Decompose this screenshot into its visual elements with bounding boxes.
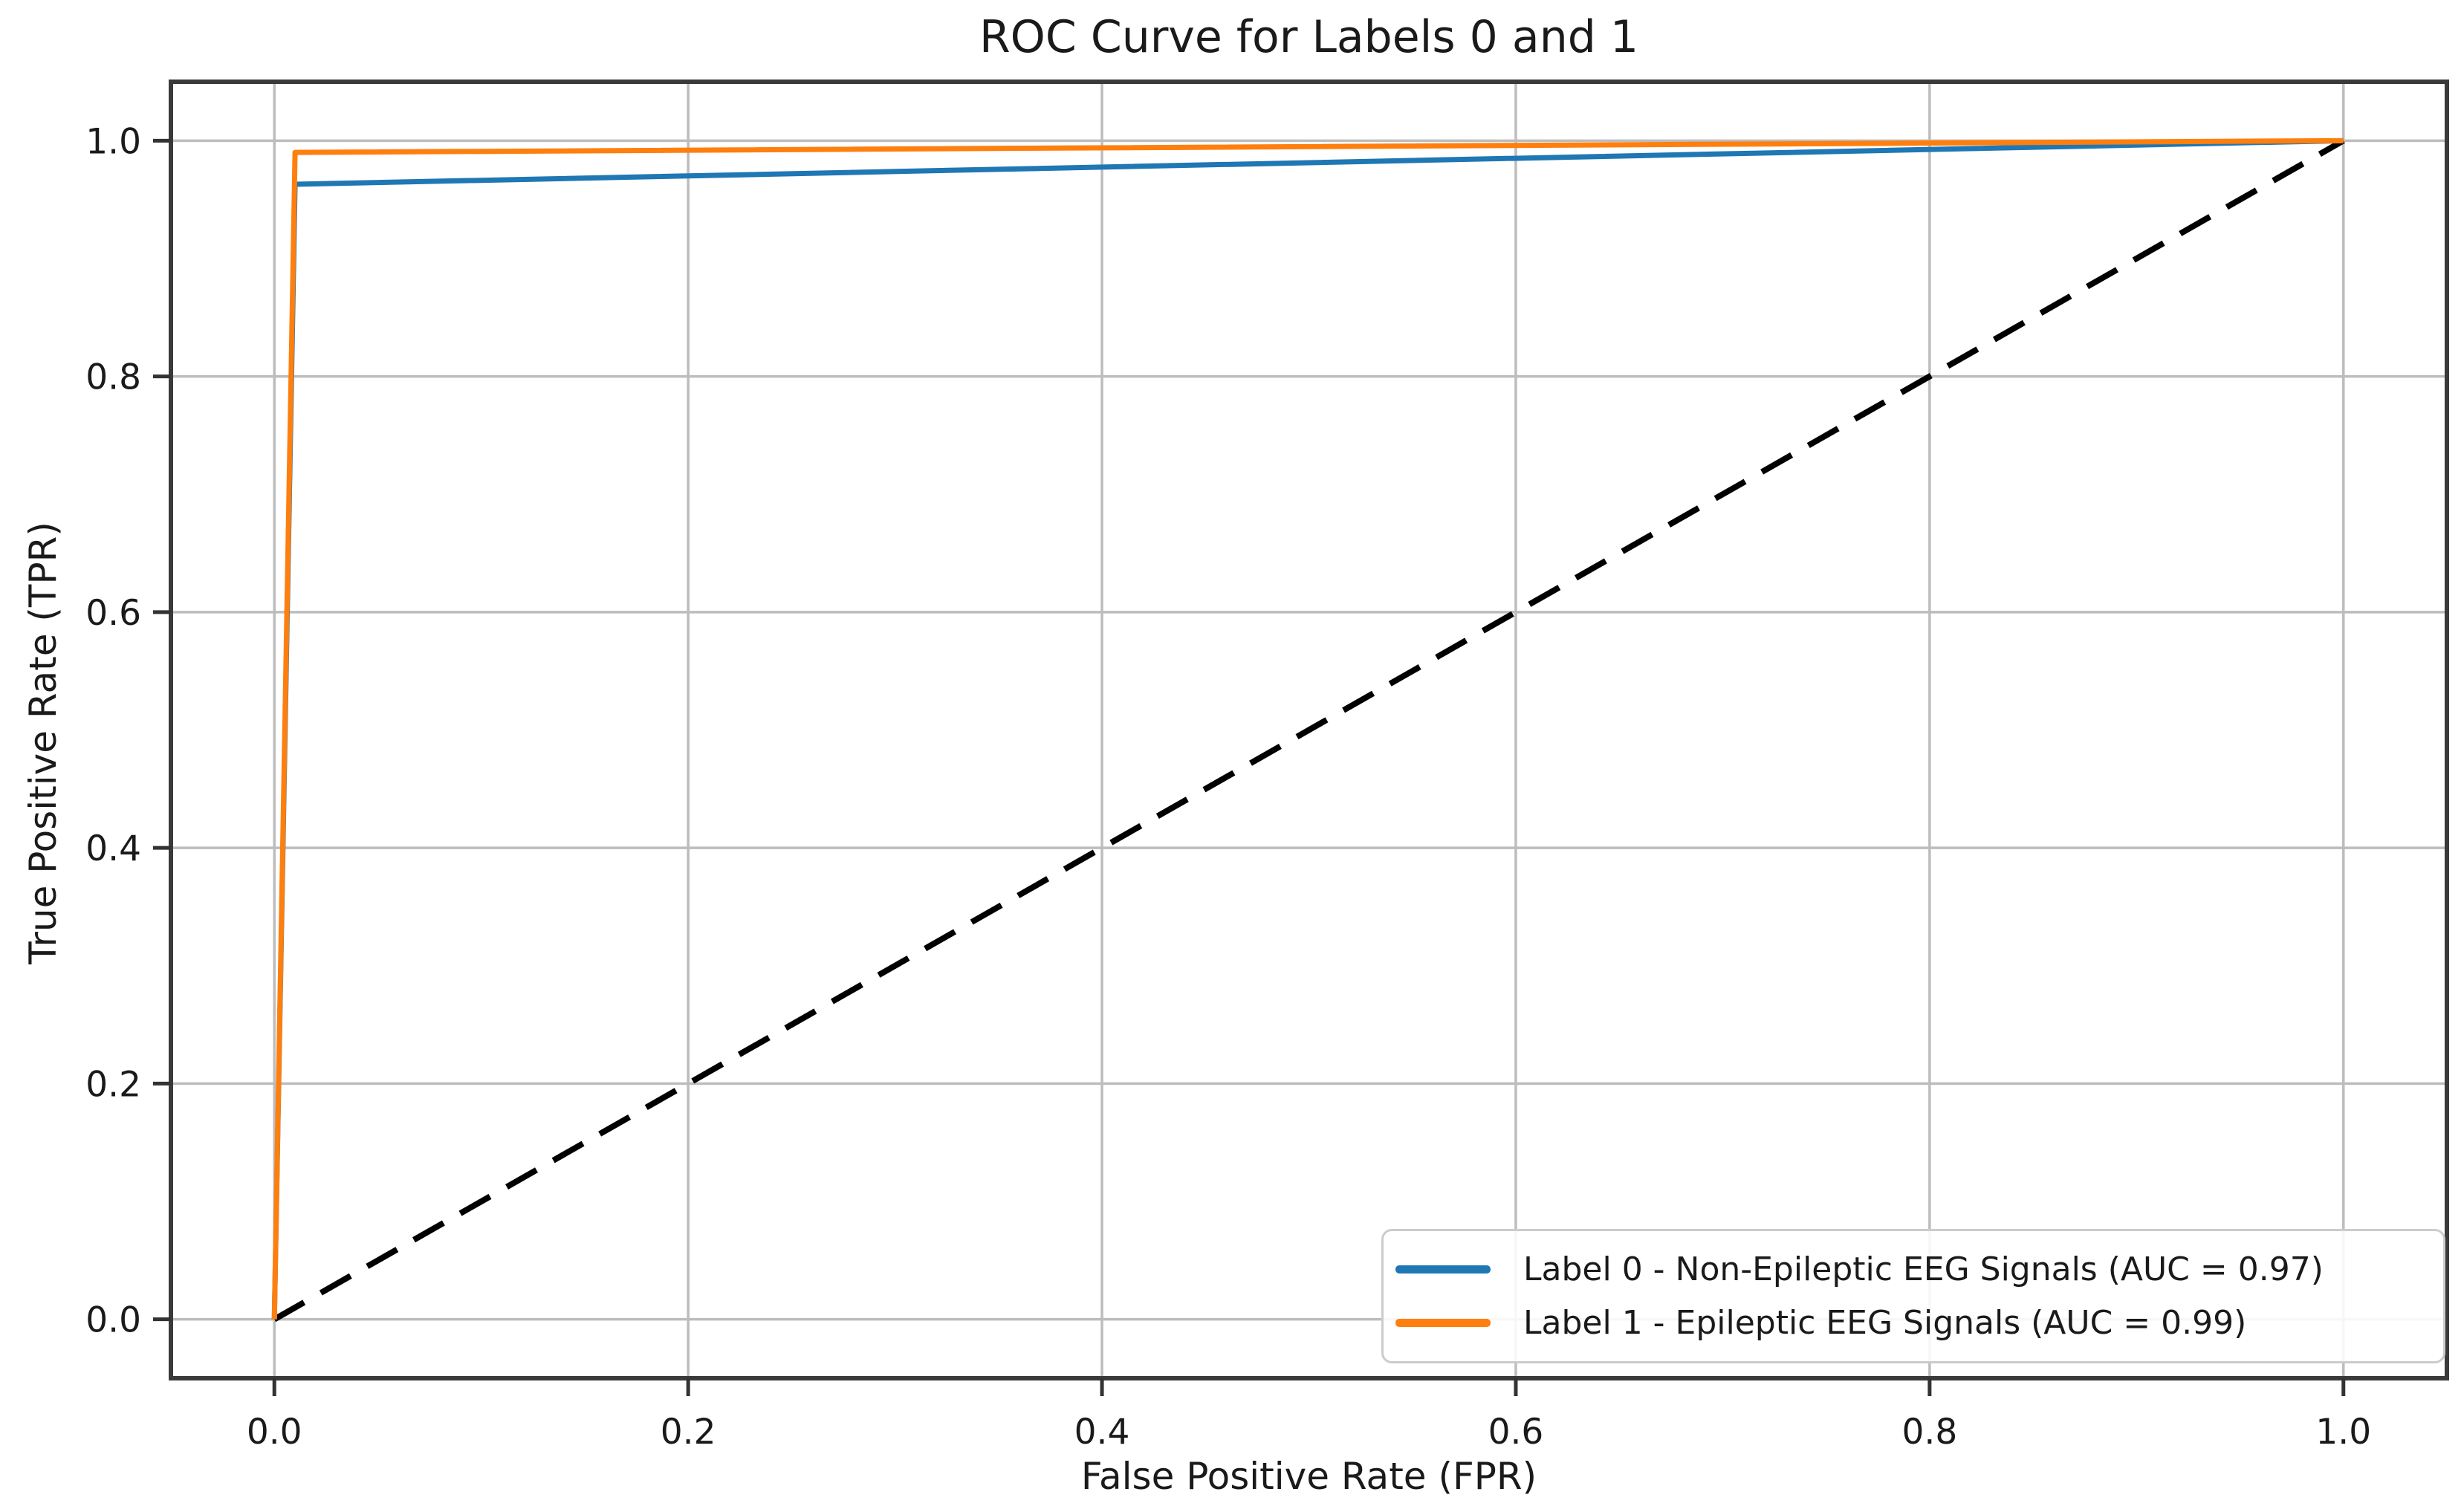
legend-entry-label1: Label 1 - Epileptic EEG Signals (AUC = 0… — [1395, 1297, 2443, 1350]
roc-curve-series-1 — [271, 137, 2344, 1320]
legend: Label 0 - Non-Epileptic EEG Signals (AUC… — [1381, 1229, 2445, 1363]
svg-text:1.0: 1.0 — [85, 121, 141, 162]
y-ticks — [153, 138, 171, 1322]
legend-line-sample-orange — [1395, 1319, 1491, 1327]
chance-diagonal-line — [273, 137, 2345, 1323]
legend-line-sample-blue — [1395, 1265, 1491, 1273]
svg-text:0.4: 0.4 — [85, 828, 141, 869]
svg-text:0.2: 0.2 — [661, 1412, 716, 1453]
axes-spines — [169, 80, 2449, 1380]
y-axis-label: True Positive Rate (TPR) — [22, 522, 65, 964]
gridlines — [171, 82, 2447, 1378]
y-tick-labels: 0.0 0.2 0.4 0.6 0.8 1.0 — [85, 121, 141, 1340]
svg-text:0.8: 0.8 — [1901, 1412, 1957, 1453]
svg-text:0.2: 0.2 — [85, 1064, 141, 1105]
x-axis-label: False Positive Rate (FPR) — [1080, 1455, 1537, 1498]
svg-text:0.0: 0.0 — [85, 1300, 141, 1341]
svg-text:0.8: 0.8 — [85, 357, 141, 398]
svg-text:0.6: 0.6 — [1488, 1412, 1544, 1453]
legend-label: Label 0 - Non-Epileptic EEG Signals (AUC… — [1523, 1250, 2324, 1288]
chart-title: ROC Curve for Labels 0 and 1 — [979, 11, 1639, 63]
legend-label: Label 1 - Epileptic EEG Signals (AUC = 0… — [1523, 1304, 2247, 1342]
svg-text:1.0: 1.0 — [2315, 1412, 2371, 1453]
x-tick-labels: 0.0 0.2 0.4 0.6 0.8 1.0 — [247, 1412, 2371, 1453]
x-ticks — [272, 1378, 2346, 1396]
svg-text:0.0: 0.0 — [247, 1412, 302, 1453]
svg-text:0.4: 0.4 — [1074, 1412, 1130, 1453]
legend-entry-label0: Label 0 - Non-Epileptic EEG Signals (AUC… — [1395, 1243, 2443, 1297]
svg-text:0.6: 0.6 — [85, 593, 141, 634]
